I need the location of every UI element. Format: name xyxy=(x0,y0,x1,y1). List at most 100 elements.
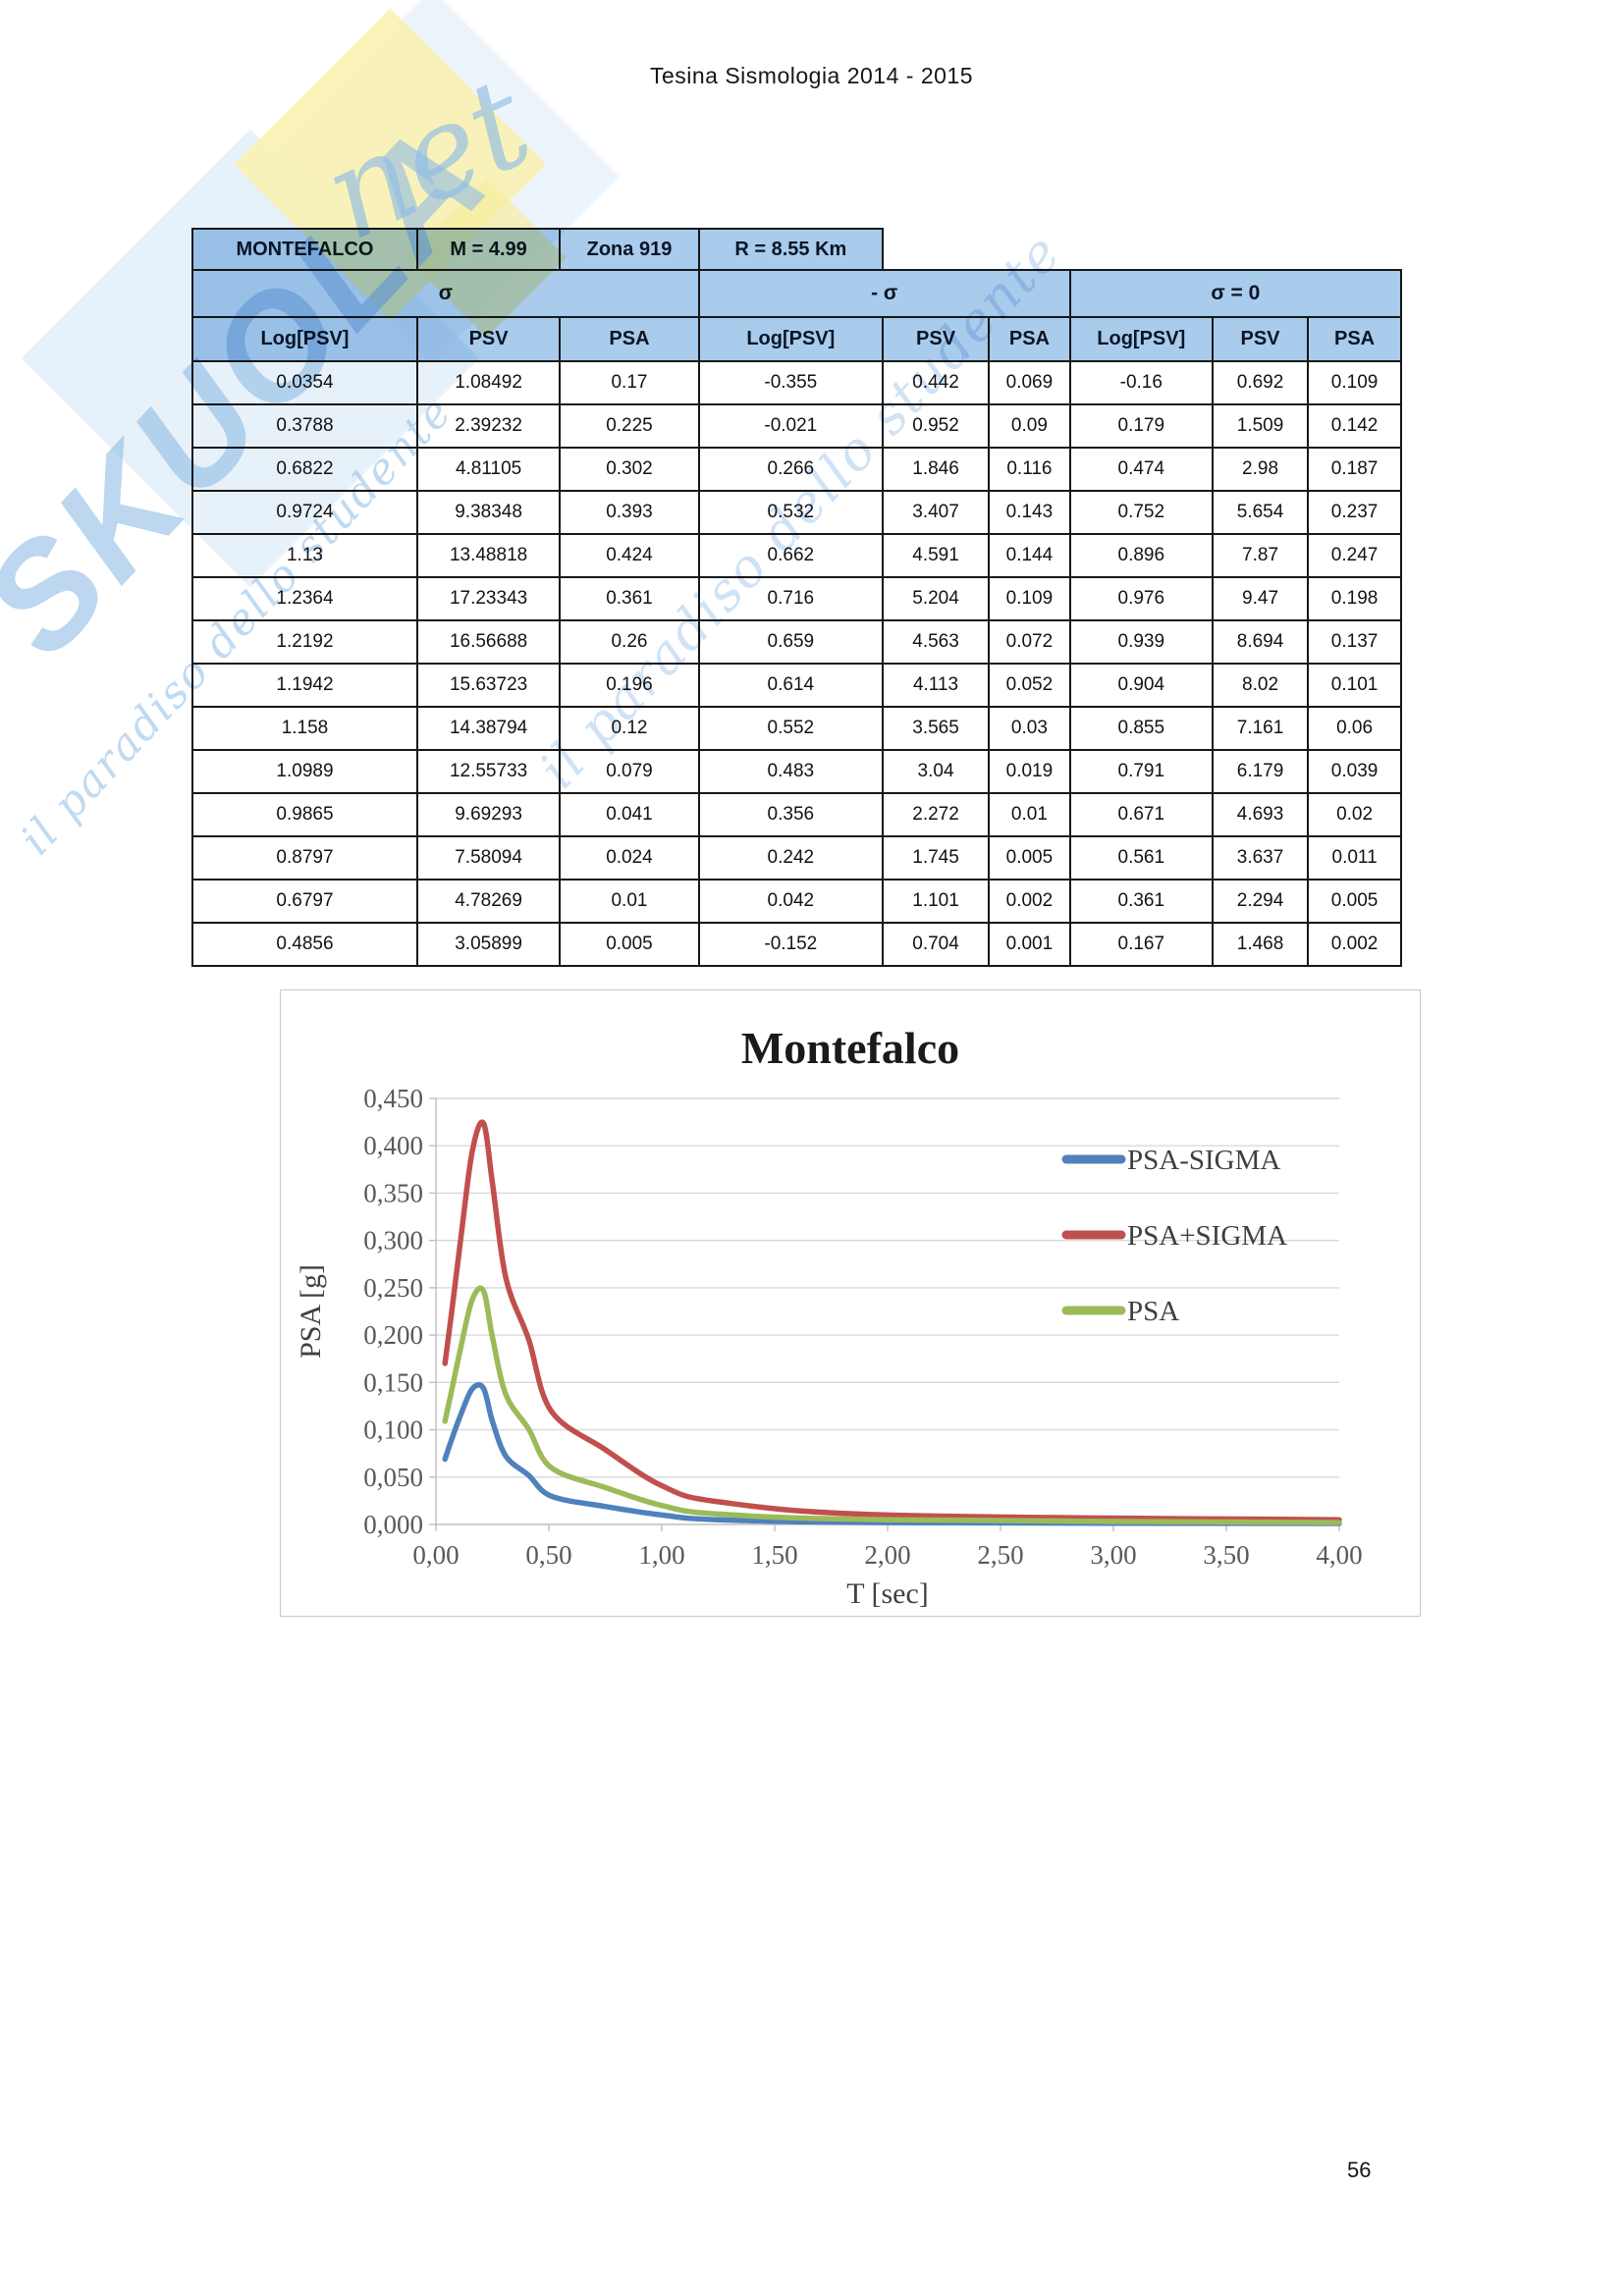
table-cell: 15.63723 xyxy=(415,663,562,708)
col-header: PSV xyxy=(881,316,991,362)
table-row: 0.6822 4.81105 0.302 0.266 1.846 0.116 0.474 2.… xyxy=(191,447,1402,492)
table-cell: 1.2364 xyxy=(191,576,418,621)
table-cell: 0.424 xyxy=(559,533,700,578)
table-cell: 0.904 xyxy=(1068,663,1214,708)
table-cell: 0.614 xyxy=(697,663,884,708)
table-cell: 0.03 xyxy=(988,706,1071,751)
table-cell: 0.704 xyxy=(881,922,991,967)
x-tick-label: 3,00 xyxy=(1090,1540,1136,1570)
table-cell: 0.002 xyxy=(988,879,1071,924)
table-cell: 7.58094 xyxy=(415,835,562,881)
table-cell: 6.179 xyxy=(1211,749,1310,794)
table-cell: 3.637 xyxy=(1211,835,1310,881)
table-cell: 8.694 xyxy=(1211,619,1310,665)
x-tick-label: 2,50 xyxy=(977,1540,1023,1570)
table-cell: 0.01 xyxy=(988,792,1071,837)
table-cell: 0.896 xyxy=(1068,533,1214,578)
y-tick-label: 0,250 xyxy=(363,1273,423,1303)
psa-chart: Montefalco 0,000 0,050 0,100 0,150 0,200 0,250… xyxy=(280,989,1421,1617)
table-cell: 0.791 xyxy=(1068,749,1214,794)
table-cell: 1.509 xyxy=(1211,403,1310,449)
table-row: 0.6797 4.78269 0.01 0.042 1.101 0.002 0.361 2.2… xyxy=(191,879,1402,924)
table-cell: 0.17 xyxy=(559,360,700,405)
table-row: 1.158 14.38794 0.12 0.552 3.565 0.03 0.855 7.16… xyxy=(191,706,1402,751)
y-tick-label: 0,350 xyxy=(363,1178,423,1207)
series-line-psa-sigma xyxy=(442,1119,1342,1522)
page-title: Tesina Sismologia 2014 - 2015 xyxy=(649,63,974,88)
table-cell: -0.152 xyxy=(697,922,884,967)
chart-title: Montefalco xyxy=(741,1023,959,1073)
table-cell: 4.693 xyxy=(1211,792,1310,837)
table-cell: 0.976 xyxy=(1068,576,1214,621)
table-cell: 2.98 xyxy=(1211,447,1310,492)
table-cell: 0.356 xyxy=(697,792,884,837)
table-cell: 0.039 xyxy=(1307,749,1402,794)
table-cell: 0.952 xyxy=(881,403,991,449)
y-tick-label: 0,400 xyxy=(363,1131,423,1160)
distance-cell: R = 8.55 Km xyxy=(697,228,884,271)
x-tick-label: 1,50 xyxy=(751,1540,797,1570)
table-cell: 0.167 xyxy=(1068,922,1214,967)
x-tick-label: 2,00 xyxy=(864,1540,910,1570)
col-header: PSA xyxy=(559,316,700,362)
table-cell: 0.242 xyxy=(697,835,884,881)
y-tick-label: 0,050 xyxy=(363,1463,423,1492)
table-cell: 1.13 xyxy=(191,533,418,578)
table-cell: 3.04 xyxy=(881,749,991,794)
table-cell: 0.671 xyxy=(1068,792,1214,837)
table-row: 0.0354 1.08492 0.17 -0.355 0.442 0.069 -0.16 0.… xyxy=(191,360,1402,405)
table-cell: 0.6822 xyxy=(191,447,418,492)
group-sigma-plus: σ xyxy=(191,269,700,318)
table-cell: 0.042 xyxy=(697,879,884,924)
table-cell: 0.02 xyxy=(1307,792,1402,837)
table-cell: 0.8797 xyxy=(191,835,418,881)
x-axis-label: T [sec] xyxy=(846,1577,929,1610)
table-cell: 0.302 xyxy=(559,447,700,492)
table-cell: 0.024 xyxy=(559,835,700,881)
table-cell: 1.846 xyxy=(881,447,991,492)
table-cell: 1.0989 xyxy=(191,749,418,794)
table-cell: 0.109 xyxy=(988,576,1071,621)
table-cell: 3.407 xyxy=(881,490,991,535)
table-cell: 12.55733 xyxy=(415,749,562,794)
table-cell: 0.662 xyxy=(697,533,884,578)
table-row: 1.1942 15.63723 0.196 0.614 4.113 0.052 0.904 8… xyxy=(191,663,1402,708)
table-cell: 0.855 xyxy=(1068,706,1214,751)
table-cell: 0.716 xyxy=(697,576,884,621)
table-cell: 2.294 xyxy=(1211,879,1310,924)
table-row: 0.9724 9.38348 0.393 0.532 3.407 0.143 0.752 5.… xyxy=(191,490,1402,535)
table-cell: 0.187 xyxy=(1307,447,1402,492)
series-line-psa-sigma xyxy=(442,1382,1342,1526)
table-cell: 0.01 xyxy=(559,879,700,924)
col-header: PSA xyxy=(988,316,1071,362)
table-row: 1.2364 17.23343 0.361 0.716 5.204 0.109 0.976 9… xyxy=(191,576,1402,621)
table-cell: 0.561 xyxy=(1068,835,1214,881)
table-cell: 0.12 xyxy=(559,706,700,751)
series-line-psa xyxy=(442,1285,1342,1525)
table-cell: 0.196 xyxy=(559,663,700,708)
table-cell: -0.355 xyxy=(697,360,884,405)
table-cell: 0.142 xyxy=(1307,403,1402,449)
table-cell: 7.161 xyxy=(1211,706,1310,751)
group-sigma-zero: σ = 0 xyxy=(1068,269,1403,318)
table-cell: 0.532 xyxy=(697,490,884,535)
table-cell: 0.939 xyxy=(1068,619,1214,665)
y-tick-label: 0,000 xyxy=(363,1510,423,1539)
chart-canvas: Montefalco 0,000 0,050 0,100 0,150 0,200 0,250… xyxy=(295,1023,1363,1610)
col-header: Log[PSV] xyxy=(191,316,418,362)
y-tick-label: 0,100 xyxy=(363,1415,423,1445)
table-cell: 0.143 xyxy=(988,490,1071,535)
table-row: 0.8797 7.58094 0.024 0.242 1.745 0.005 0.561 3.… xyxy=(191,835,1402,881)
table-cell: 1.101 xyxy=(881,879,991,924)
table-cell: 9.38348 xyxy=(415,490,562,535)
table-cell: 0.692 xyxy=(1211,360,1310,405)
y-axis-label: PSA [g] xyxy=(295,1264,327,1359)
table-column-header-row: Log[PSV] PSV PSA Log[PSV] PSV PSA Log[PS… xyxy=(191,316,1402,362)
table-row: 0.4856 3.05899 0.005 -0.152 0.704 0.001 0.167 1… xyxy=(191,922,1402,967)
table-cell: 0.179 xyxy=(1068,403,1214,449)
table-cell: 0.052 xyxy=(988,663,1071,708)
page-number: 56 xyxy=(1347,2158,1372,2182)
zone-cell: Zona 919 xyxy=(559,228,700,271)
table-cell: 3.565 xyxy=(881,706,991,751)
table-cell: 13.48818 xyxy=(415,533,562,578)
